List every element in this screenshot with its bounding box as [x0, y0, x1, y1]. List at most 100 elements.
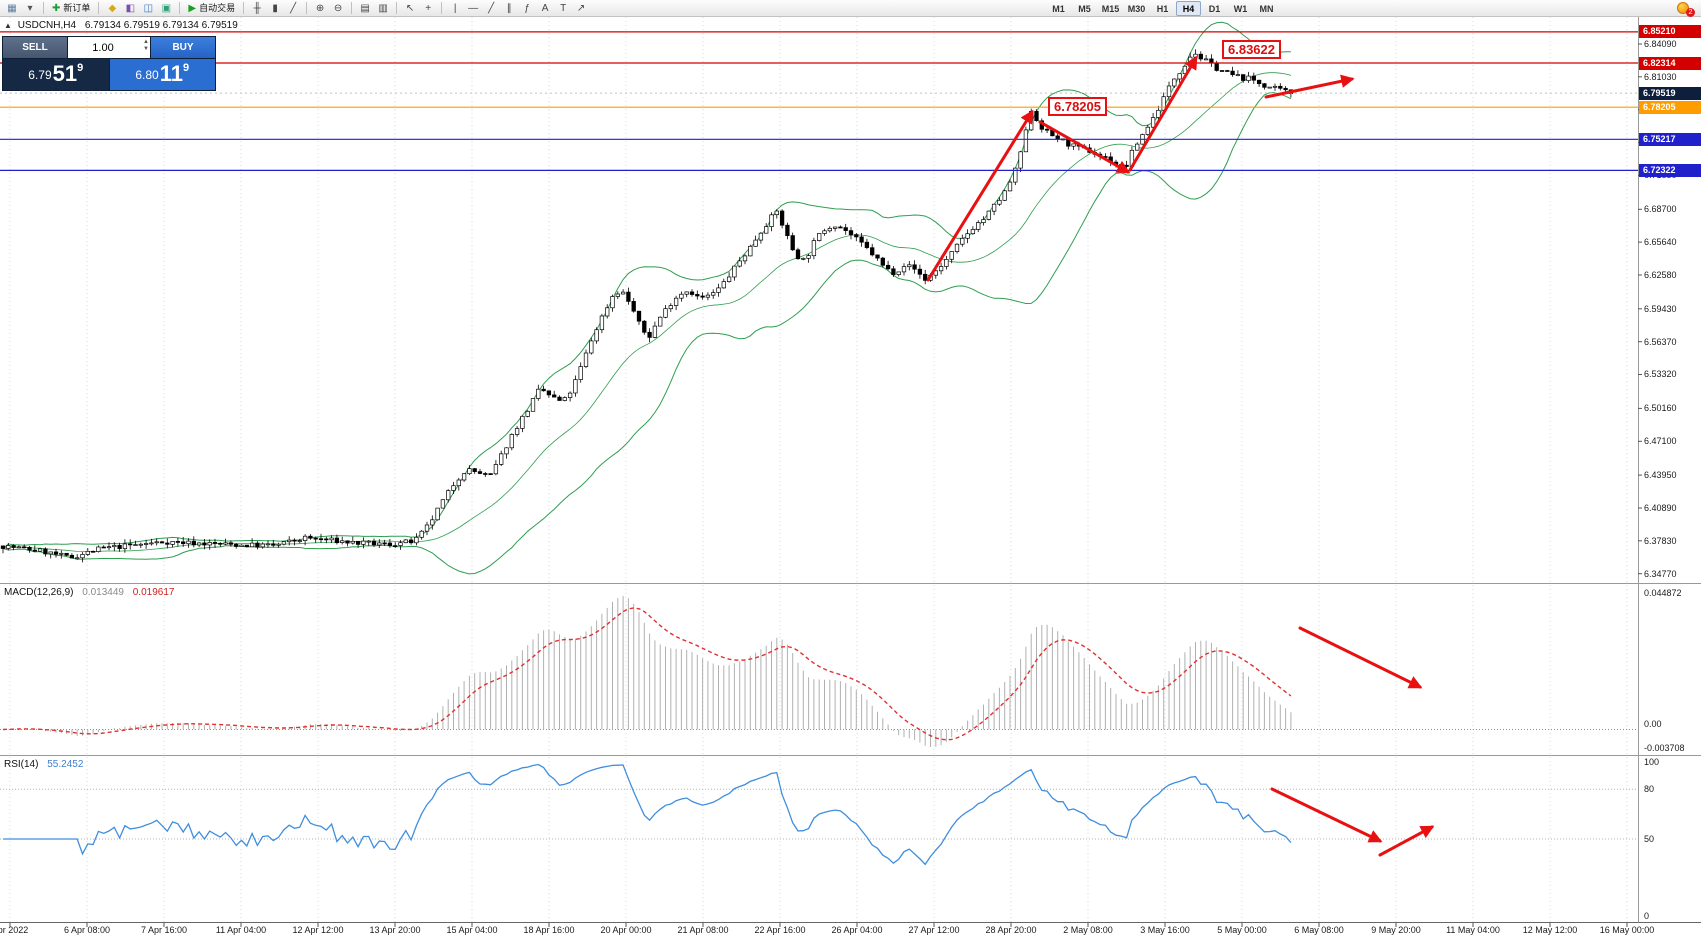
- price-callout-2[interactable]: 6.83622: [1222, 40, 1281, 59]
- cursor-icon[interactable]: ↖: [402, 1, 418, 16]
- time-label: 9 May 20:00: [1371, 925, 1421, 935]
- volume-spinner[interactable]: ▲ ▼: [143, 39, 149, 52]
- fibonacci-tool-icon[interactable]: ƒ: [519, 1, 535, 16]
- price-tick-label: 6.43950: [1644, 470, 1677, 481]
- navigator-icon[interactable]: ◫: [140, 1, 156, 16]
- trend-arrow-annotations[interactable]: [926, 55, 1435, 857]
- level-price-box: 6.82314: [1639, 56, 1701, 70]
- level-price-box: 6.72322: [1639, 163, 1701, 177]
- toolbar-divider: [441, 2, 443, 14]
- macd-signal-value: 0.019617: [132, 587, 175, 598]
- timeframe-M30[interactable]: M30: [1124, 1, 1149, 16]
- spinner-down-icon[interactable]: ▼: [143, 46, 149, 52]
- candlestick-type-icon: ▮: [272, 2, 278, 14]
- vertical-line-tool-icon[interactable]: |: [447, 1, 463, 16]
- new-order-button[interactable]: ✚ 新订单: [49, 1, 93, 16]
- zoom-in-icon: ⊕: [315, 2, 325, 14]
- text-tool-icon[interactable]: A: [537, 1, 553, 16]
- price-tick-label: 6.47100: [1644, 436, 1677, 447]
- notification-badge: 2: [1686, 8, 1695, 17]
- macd-name: MACD(12,26,9): [4, 587, 74, 598]
- timeframe-M5[interactable]: M5: [1072, 1, 1097, 16]
- time-label: 15 Apr 04:00: [446, 925, 498, 935]
- new-order-icon: ✚: [52, 2, 61, 14]
- symbol-ohlc-label: ▲ USDCNH,H4 6.79134 6.79519 6.79134 6.79…: [4, 20, 238, 31]
- line-chart-type-icon: ╱: [290, 2, 297, 14]
- sell-pipette: 9: [77, 62, 84, 74]
- time-label: 16 May 00:00: [1599, 925, 1655, 935]
- price-tick-label: 6.84090: [1644, 38, 1677, 49]
- trendline-tool-icon[interactable]: ╱: [483, 1, 499, 16]
- timeframe-W1[interactable]: W1: [1228, 1, 1253, 16]
- one-click-trading-widget: SELL ▲ ▼ BUY 6.79 51 9 6.80 11 9: [2, 36, 216, 91]
- terminal-icon: ▣: [161, 2, 172, 14]
- buy-price[interactable]: 6.80 11 9: [109, 59, 215, 90]
- buy-big-figure: 6.80: [135, 68, 159, 82]
- rsi-scale-label: 80: [1644, 784, 1655, 795]
- volume-input[interactable]: [68, 37, 150, 58]
- label-tool-icon[interactable]: T: [555, 1, 571, 16]
- new-chart-icon: ▦: [7, 2, 17, 14]
- notifications-icon[interactable]: 2: [1677, 1, 1695, 17]
- terminal-icon[interactable]: ▣: [158, 1, 174, 16]
- timeframe-MN[interactable]: MN: [1254, 1, 1279, 16]
- price-callout-1[interactable]: 6.78205: [1048, 97, 1107, 116]
- toolbar-divider: [179, 2, 181, 14]
- profiles-dropdown-icon[interactable]: ▾: [22, 1, 38, 16]
- autotrading-button[interactable]: ▶ 自动交易: [185, 1, 238, 16]
- text-tool-icon: A: [541, 2, 549, 14]
- channel-tool-icon: ∥: [506, 2, 512, 14]
- buy-pipette: 9: [183, 62, 190, 74]
- grid: [9, 17, 1628, 922]
- toolbar-divider: [306, 2, 308, 14]
- timeframe-D1[interactable]: D1: [1202, 1, 1227, 16]
- one-click-toggle-icon[interactable]: ▲: [4, 21, 12, 30]
- bar-chart-type-icon[interactable]: ╫: [249, 1, 265, 16]
- macd-scale-zero: 0.00: [1644, 719, 1662, 730]
- toolbar-divider: [98, 2, 100, 14]
- timeframe-H1[interactable]: H1: [1150, 1, 1175, 16]
- horizontal-level-lines[interactable]: [0, 31, 1638, 171]
- zoom-in-icon[interactable]: ⊕: [312, 1, 328, 16]
- toolbar-divider: [243, 2, 245, 14]
- sell-button[interactable]: SELL: [3, 37, 67, 58]
- timeframe-H4[interactable]: H4: [1176, 1, 1201, 16]
- time-label: 3 May 16:00: [1140, 925, 1190, 935]
- tile-windows-icon[interactable]: ▤: [357, 1, 373, 16]
- timeframe-M1[interactable]: M1: [1046, 1, 1071, 16]
- sell-price[interactable]: 6.79 51 9: [3, 59, 109, 90]
- arrange-windows-icon[interactable]: ▥: [375, 1, 391, 16]
- price-tick-label: 6.56370: [1644, 336, 1677, 347]
- time-label: 6 Apr 08:00: [63, 925, 111, 935]
- line-chart-type-icon[interactable]: ╱: [285, 1, 301, 16]
- zoom-out-icon[interactable]: ⊖: [330, 1, 346, 16]
- spinner-up-icon[interactable]: ▲: [143, 39, 149, 45]
- market-watch-icon[interactable]: ◆: [104, 1, 120, 16]
- macd-label: MACD(12,26,9) 0.013449 0.019617: [4, 587, 174, 598]
- crosshair-icon[interactable]: +: [420, 1, 436, 16]
- price-tick-label: 6.37830: [1644, 535, 1677, 546]
- candlestick-type-icon[interactable]: ▮: [267, 1, 283, 16]
- rsi-scale-label: 100: [1644, 757, 1660, 767]
- time-label: 6 May 08:00: [1294, 925, 1344, 935]
- channel-tool-icon[interactable]: ∥: [501, 1, 517, 16]
- horizontal-line-tool-icon[interactable]: —: [465, 1, 481, 16]
- current-price-box: 6.79519: [1639, 86, 1701, 100]
- new-chart-icon[interactable]: ▦: [4, 1, 20, 16]
- toolbar-divider: [43, 2, 44, 14]
- data-window-icon: ◧: [125, 2, 136, 14]
- volume-field[interactable]: ▲ ▼: [68, 37, 150, 58]
- profiles-dropdown-icon: ▾: [27, 2, 33, 14]
- toolbar: ▦ ▾ ✚ 新订单 ◆ ◧ ◫ ▣ ▶ 自动交易 ╫ ▮ ╱ ⊕ ⊖ ▤ ▥ ↖ + | — ╱ ∥ ƒ A T ↗ M1 M5 M15…: [0, 0, 1701, 17]
- buy-button[interactable]: BUY: [151, 37, 215, 58]
- data-window-icon[interactable]: ◧: [122, 1, 138, 16]
- time-label: 2 May 08:00: [1063, 925, 1113, 935]
- macd-main-value: 0.013449: [82, 587, 124, 598]
- timeframe-toolbar: M1 M5 M15 M30 H1 H4 D1 W1 MN: [1046, 1, 1279, 16]
- shapes-tool-icon[interactable]: ↗: [573, 1, 589, 16]
- timeframe-M15[interactable]: M15: [1098, 1, 1123, 16]
- time-label: 11 Apr 04:00: [215, 925, 267, 935]
- time-label: 22 Apr 16:00: [754, 925, 806, 935]
